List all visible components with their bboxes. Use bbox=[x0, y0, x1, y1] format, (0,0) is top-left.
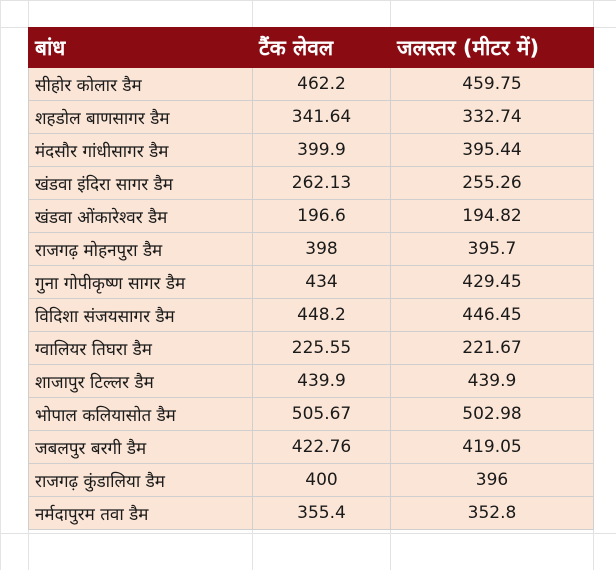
cell-water-level[interactable]: 395.44 bbox=[390, 133, 594, 167]
header-tank-level[interactable]: टैंक लेवल bbox=[252, 27, 391, 68]
table-row: राजगढ़ कुंडालिया डैम 400 396 bbox=[28, 463, 594, 497]
table-row: शाजापुर टिल्लर डैम 439.9 439.9 bbox=[28, 364, 594, 398]
cell-tank-level[interactable]: 448.2 bbox=[252, 298, 391, 332]
cell-dam-name[interactable]: नर्मदापुरम तवा डैम bbox=[28, 496, 253, 530]
cell-dam-name[interactable]: राजगढ़ मोहनपुरा डैम bbox=[28, 232, 253, 266]
cell-water-level[interactable]: 352.8 bbox=[390, 496, 594, 530]
table-row: जबलपुर बरगी डैम 422.76 419.05 bbox=[28, 430, 594, 464]
table-header-row: बांध टैंक लेवल जलस्तर (मीटर में) bbox=[28, 27, 594, 68]
cell-dam-name[interactable]: सीहोर कोलार डैम bbox=[28, 67, 253, 101]
cell-dam-name[interactable]: जबलपुर बरगी डैम bbox=[28, 430, 253, 464]
cell-tank-level[interactable]: 439.9 bbox=[252, 364, 391, 398]
header-water-level[interactable]: जलस्तर (मीटर में) bbox=[390, 27, 594, 68]
table-row: गुना गोपीकृष्ण सागर डैम 434 429.45 bbox=[28, 265, 594, 299]
cell-water-level[interactable]: 194.82 bbox=[390, 199, 594, 233]
cell-water-level[interactable]: 395.7 bbox=[390, 232, 594, 266]
header-dam[interactable]: बांध bbox=[28, 27, 253, 68]
cell-dam-name[interactable]: भोपाल कलियासोत डैम bbox=[28, 397, 253, 431]
table-row: शहडोल बाणसागर डैम 341.64 332.74 bbox=[28, 100, 594, 134]
cell-water-level[interactable]: 429.45 bbox=[390, 265, 594, 299]
table-row: सीहोर कोलार डैम 462.2 459.75 bbox=[28, 67, 594, 101]
cell-tank-level[interactable]: 422.76 bbox=[252, 430, 391, 464]
table-row: भोपाल कलियासोत डैम 505.67 502.98 bbox=[28, 397, 594, 431]
table-row: राजगढ़ मोहनपुरा डैम 398 395.7 bbox=[28, 232, 594, 266]
cell-tank-level[interactable]: 398 bbox=[252, 232, 391, 266]
cell-water-level[interactable]: 446.45 bbox=[390, 298, 594, 332]
cell-tank-level[interactable]: 355.4 bbox=[252, 496, 391, 530]
grid-column-line bbox=[593, 0, 594, 570]
cell-dam-name[interactable]: मंदसौर गांधीसागर डैम bbox=[28, 133, 253, 167]
table-row: खंडवा ओंकारेश्वर डैम 196.6 194.82 bbox=[28, 199, 594, 233]
cell-tank-level[interactable]: 505.67 bbox=[252, 397, 391, 431]
cell-tank-level[interactable]: 262.13 bbox=[252, 166, 391, 200]
cell-dam-name[interactable]: राजगढ़ कुंडालिया डैम bbox=[28, 463, 253, 497]
cell-tank-level[interactable]: 225.55 bbox=[252, 331, 391, 365]
cell-water-level[interactable]: 221.67 bbox=[390, 331, 594, 365]
cell-dam-name[interactable]: शाजापुर टिल्लर डैम bbox=[28, 364, 253, 398]
cell-dam-name[interactable]: गुना गोपीकृष्ण सागर डैम bbox=[28, 265, 253, 299]
cell-dam-name[interactable]: विदिशा संजयसागर डैम bbox=[28, 298, 253, 332]
cell-dam-name[interactable]: खंडवा इंदिरा सागर डैम bbox=[28, 166, 253, 200]
cell-water-level[interactable]: 459.75 bbox=[390, 67, 594, 101]
cell-water-level[interactable]: 396 bbox=[390, 463, 594, 497]
cell-dam-name[interactable]: शहडोल बाणसागर डैम bbox=[28, 100, 253, 134]
cell-tank-level[interactable]: 462.2 bbox=[252, 67, 391, 101]
cell-tank-level[interactable]: 341.64 bbox=[252, 100, 391, 134]
cell-tank-level[interactable]: 434 bbox=[252, 265, 391, 299]
grid-row-line bbox=[0, 0, 616, 1]
cell-water-level[interactable]: 255.26 bbox=[390, 166, 594, 200]
table-row: ग्वालियर तिघरा डैम 225.55 221.67 bbox=[28, 331, 594, 365]
table-row: खंडवा इंदिरा सागर डैम 262.13 255.26 bbox=[28, 166, 594, 200]
grid-row-line bbox=[0, 533, 616, 534]
dam-water-level-table: बांध टैंक लेवल जलस्तर (मीटर में) सीहोर क… bbox=[28, 27, 594, 530]
cell-tank-level[interactable]: 400 bbox=[252, 463, 391, 497]
cell-dam-name[interactable]: खंडवा ओंकारेश्वर डैम bbox=[28, 199, 253, 233]
cell-tank-level[interactable]: 196.6 bbox=[252, 199, 391, 233]
cell-water-level[interactable]: 332.74 bbox=[390, 100, 594, 134]
cell-water-level[interactable]: 419.05 bbox=[390, 430, 594, 464]
table-row: विदिशा संजयसागर डैम 448.2 446.45 bbox=[28, 298, 594, 332]
cell-water-level[interactable]: 439.9 bbox=[390, 364, 594, 398]
cell-dam-name[interactable]: ग्वालियर तिघरा डैम bbox=[28, 331, 253, 365]
cell-water-level[interactable]: 502.98 bbox=[390, 397, 594, 431]
cell-tank-level[interactable]: 399.9 bbox=[252, 133, 391, 167]
table-row: नर्मदापुरम तवा डैम 355.4 352.8 bbox=[28, 496, 594, 530]
table-row: मंदसौर गांधीसागर डैम 399.9 395.44 bbox=[28, 133, 594, 167]
